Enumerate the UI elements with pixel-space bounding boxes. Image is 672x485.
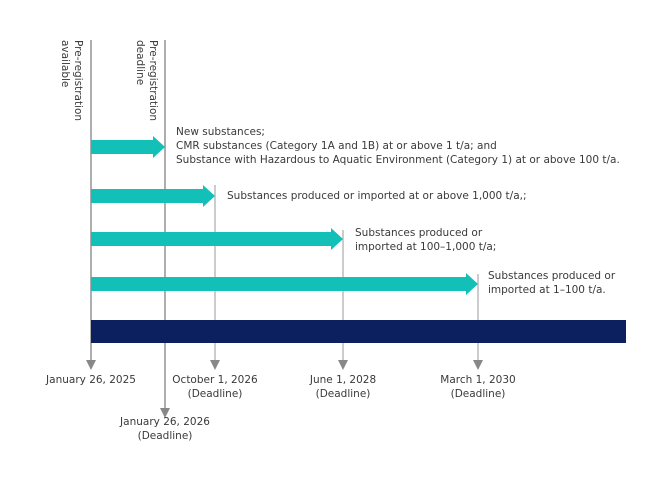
date: March 1, 2030 xyxy=(440,374,516,386)
marker-arrowhead-icon xyxy=(160,408,170,418)
date: October 1, 2026 xyxy=(172,374,258,386)
phase-arrow-2 xyxy=(91,185,215,207)
timeline-bar xyxy=(91,320,626,343)
phase-line: CMR substances (Category 1A and 1B) at o… xyxy=(176,140,497,152)
marker-arrowhead-icon xyxy=(86,360,96,370)
phase-line: Substances produced or xyxy=(488,270,616,282)
phase-1-text: New substances; CMR substances (Category… xyxy=(176,125,620,167)
date-label-2028: June 1, 2028 (Deadline) xyxy=(310,373,376,401)
phase-arrow-4 xyxy=(91,273,478,295)
label-line: deadline xyxy=(134,40,146,86)
phase-line: Substances produced or imported at or ab… xyxy=(227,190,527,202)
date: January 26, 2026 xyxy=(120,416,210,428)
deadline-note: (Deadline) xyxy=(450,388,506,400)
phase-3-text: Substances produced or imported at 100–1… xyxy=(355,226,496,254)
phase-4-text: Substances produced or imported at 1–100… xyxy=(488,269,615,297)
date-label-2026-jan: January 26, 2026 (Deadline) xyxy=(120,415,210,443)
date: January 26, 2025 xyxy=(46,374,136,386)
label-line: available xyxy=(59,40,71,88)
phase-line: Substances produced or xyxy=(355,227,483,239)
phase-arrow-1 xyxy=(91,136,165,158)
phase-line: New substances; xyxy=(176,126,265,138)
date-label-2025: January 26, 2025 xyxy=(46,373,136,387)
label-line: Pre-registration xyxy=(72,40,84,122)
deadline-note: (Deadline) xyxy=(137,430,193,442)
date-label-2026-oct: October 1, 2026 (Deadline) xyxy=(172,373,257,401)
marker-arrowhead-icon xyxy=(473,360,483,370)
date-label-2030: March 1, 2030 (Deadline) xyxy=(440,373,515,401)
phase-line: imported at 1–100 t/a. xyxy=(488,284,606,296)
phase-arrow-3 xyxy=(91,228,343,250)
marker-label-available: Pre-registration available xyxy=(58,40,84,121)
marker-label-preregistration-deadline: Pre-registration deadline xyxy=(133,40,159,121)
deadline-note: (Deadline) xyxy=(187,388,243,400)
marker-arrowhead-icon xyxy=(210,360,220,370)
marker-arrowhead-icon xyxy=(338,360,348,370)
phase-line: Substance with Hazardous to Aquatic Envi… xyxy=(176,154,620,166)
deadline-note: (Deadline) xyxy=(315,388,371,400)
label-line: Pre-registration xyxy=(147,40,159,122)
phase-2-text: Substances produced or imported at or ab… xyxy=(227,189,527,203)
phase-line: imported at 100–1,000 t/a; xyxy=(355,241,497,253)
date: June 1, 2028 xyxy=(309,374,377,386)
